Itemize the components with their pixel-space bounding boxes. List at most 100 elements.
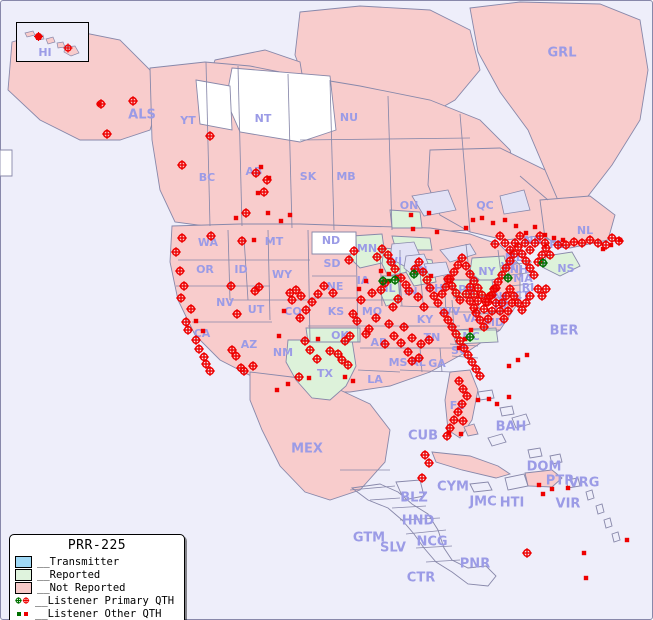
listener-primary-qth-marker — [424, 335, 434, 345]
legend-swatch-listener-other — [15, 608, 30, 619]
listener-other-qth-marker — [458, 431, 464, 437]
listener-other-qth-marker — [494, 401, 500, 407]
listener-primary-qth-marker — [259, 187, 269, 197]
region-label-ma: MA — [513, 272, 533, 285]
listener-other-qth-marker — [408, 212, 414, 218]
listener-other-qth-marker — [265, 210, 271, 216]
listener-other-qth-marker — [581, 550, 587, 556]
listener-primary-qth-marker — [477, 290, 487, 300]
listener-primary-qth-marker — [501, 291, 511, 301]
listener-primary-qth-marker — [561, 240, 571, 250]
listener-primary-qth-marker — [442, 431, 452, 441]
listener-other-qth-marker — [540, 491, 546, 497]
listener-other-qth-marker — [276, 333, 282, 339]
listener-other-qth-marker — [515, 357, 521, 363]
listener-primary-qth-marker — [449, 415, 459, 425]
region-label-slv: SLV — [380, 541, 406, 556]
listener-primary-qth-marker — [420, 450, 430, 460]
listener-primary-qth-marker — [513, 298, 523, 308]
region-label-nm: NM — [273, 346, 293, 359]
region-label-ctr: CTR — [407, 571, 435, 586]
listener-primary-qth-marker — [418, 267, 428, 277]
region-label-ncg: NCG — [416, 535, 447, 550]
region-label-co: CO — [284, 305, 301, 318]
region-label-fl: FL — [450, 399, 465, 412]
listener-other-qth-marker — [281, 308, 287, 314]
listener-primary-qth-marker — [487, 290, 497, 300]
listener-primary-qth-marker — [490, 239, 500, 249]
region-label-ptr: PTR — [546, 474, 574, 489]
listener-primary-qth-marker — [384, 319, 394, 329]
listener-primary-qth-marker — [410, 264, 420, 274]
listener-other-qth-marker — [342, 374, 348, 380]
listener-primary-qth-marker — [96, 99, 106, 109]
listener-primary-qth-marker — [175, 266, 185, 276]
legend-swatch-transmitter — [15, 555, 32, 568]
listener-primary-qth-marker — [416, 339, 426, 349]
transmitter-primary-qth-marker — [465, 332, 475, 342]
listener-other-qth-marker — [426, 210, 432, 216]
listener-primary-qth-marker — [417, 473, 427, 483]
listener-primary-qth-marker — [128, 96, 138, 106]
listener-primary-qth-marker — [325, 346, 335, 356]
listener-primary-qth-marker — [414, 257, 424, 267]
listener-primary-qth-marker — [401, 280, 411, 290]
listener-primary-qth-marker — [183, 325, 193, 335]
listener-primary-qth-marker — [535, 231, 545, 241]
listener-primary-qth-marker — [541, 284, 551, 294]
listener-primary-qth-marker — [348, 309, 358, 319]
region-label-cub: CUB — [408, 429, 438, 444]
listener-primary-qth-marker — [206, 231, 216, 241]
listener-primary-qth-marker — [537, 291, 547, 301]
listener-primary-qth-marker — [396, 338, 406, 348]
listener-other-qth-marker — [583, 575, 589, 581]
legend-swatch-not-reported — [15, 581, 32, 594]
listener-primary-qth-marker — [241, 208, 251, 218]
listener-primary-qth-marker — [461, 289, 471, 299]
region-label-ia: IA — [357, 274, 370, 287]
listener-primary-qth-marker — [413, 292, 423, 302]
listener-other-qth-marker — [523, 230, 529, 236]
listener-other-qth-marker — [470, 217, 476, 223]
listener-other-qth-marker — [200, 328, 206, 334]
listener-primary-qth-marker — [593, 238, 603, 248]
listener-primary-qth-marker — [328, 288, 338, 298]
legend-item-listener-other: __Listener Other QTH — [15, 607, 179, 620]
listener-other-qth-marker — [356, 286, 362, 292]
listener-primary-qth-marker — [521, 256, 531, 266]
listener-other-qth-marker — [560, 237, 566, 243]
listener-other-qth-marker — [624, 537, 630, 543]
listener-primary-qth-marker — [340, 336, 350, 346]
region-label-hnd: HND — [402, 514, 435, 529]
listener-primary-qth-marker — [577, 238, 587, 248]
region-label-mex: MEX — [291, 442, 323, 457]
listener-other-qth-marker — [463, 225, 469, 231]
listener-primary-qth-marker — [194, 344, 204, 354]
listener-primary-qth-marker — [227, 345, 237, 355]
listener-primary-qth-marker — [287, 295, 297, 305]
region-label-nd: ND — [322, 234, 340, 247]
legend-list: __Transmitter __Reported __Not Reported — [15, 555, 179, 620]
legend-item-not-reported: __Not Reported — [15, 581, 179, 594]
listener-primary-qth-marker — [445, 423, 455, 433]
region-label-jmc: JMC — [468, 495, 496, 510]
listener-primary-qth-marker — [344, 255, 354, 265]
listener-primary-qth-marker — [607, 233, 617, 243]
listener-primary-qth-marker — [425, 283, 435, 293]
hawaii-inset-svg: HI — [24, 30, 80, 59]
region-label-mt: MT — [265, 235, 284, 248]
region-label-als: ALS — [128, 108, 156, 123]
region-label-nv: NV — [216, 296, 234, 309]
listener-primary-qth-marker — [457, 253, 467, 263]
region-label-mb: MB — [336, 170, 355, 183]
listener-primary-qth-marker — [390, 264, 400, 274]
region-label-nt: NT — [255, 112, 272, 125]
listener-primary-qth-marker — [501, 263, 511, 273]
region-label-dom: DOM — [527, 460, 562, 475]
region-label-mn: MN — [357, 242, 377, 255]
listener-primary-qth-marker — [191, 335, 201, 345]
listener-other-qth-marker — [536, 482, 542, 488]
region-label-bah: BAH — [496, 420, 527, 435]
listener-primary-qth-marker — [443, 315, 453, 325]
